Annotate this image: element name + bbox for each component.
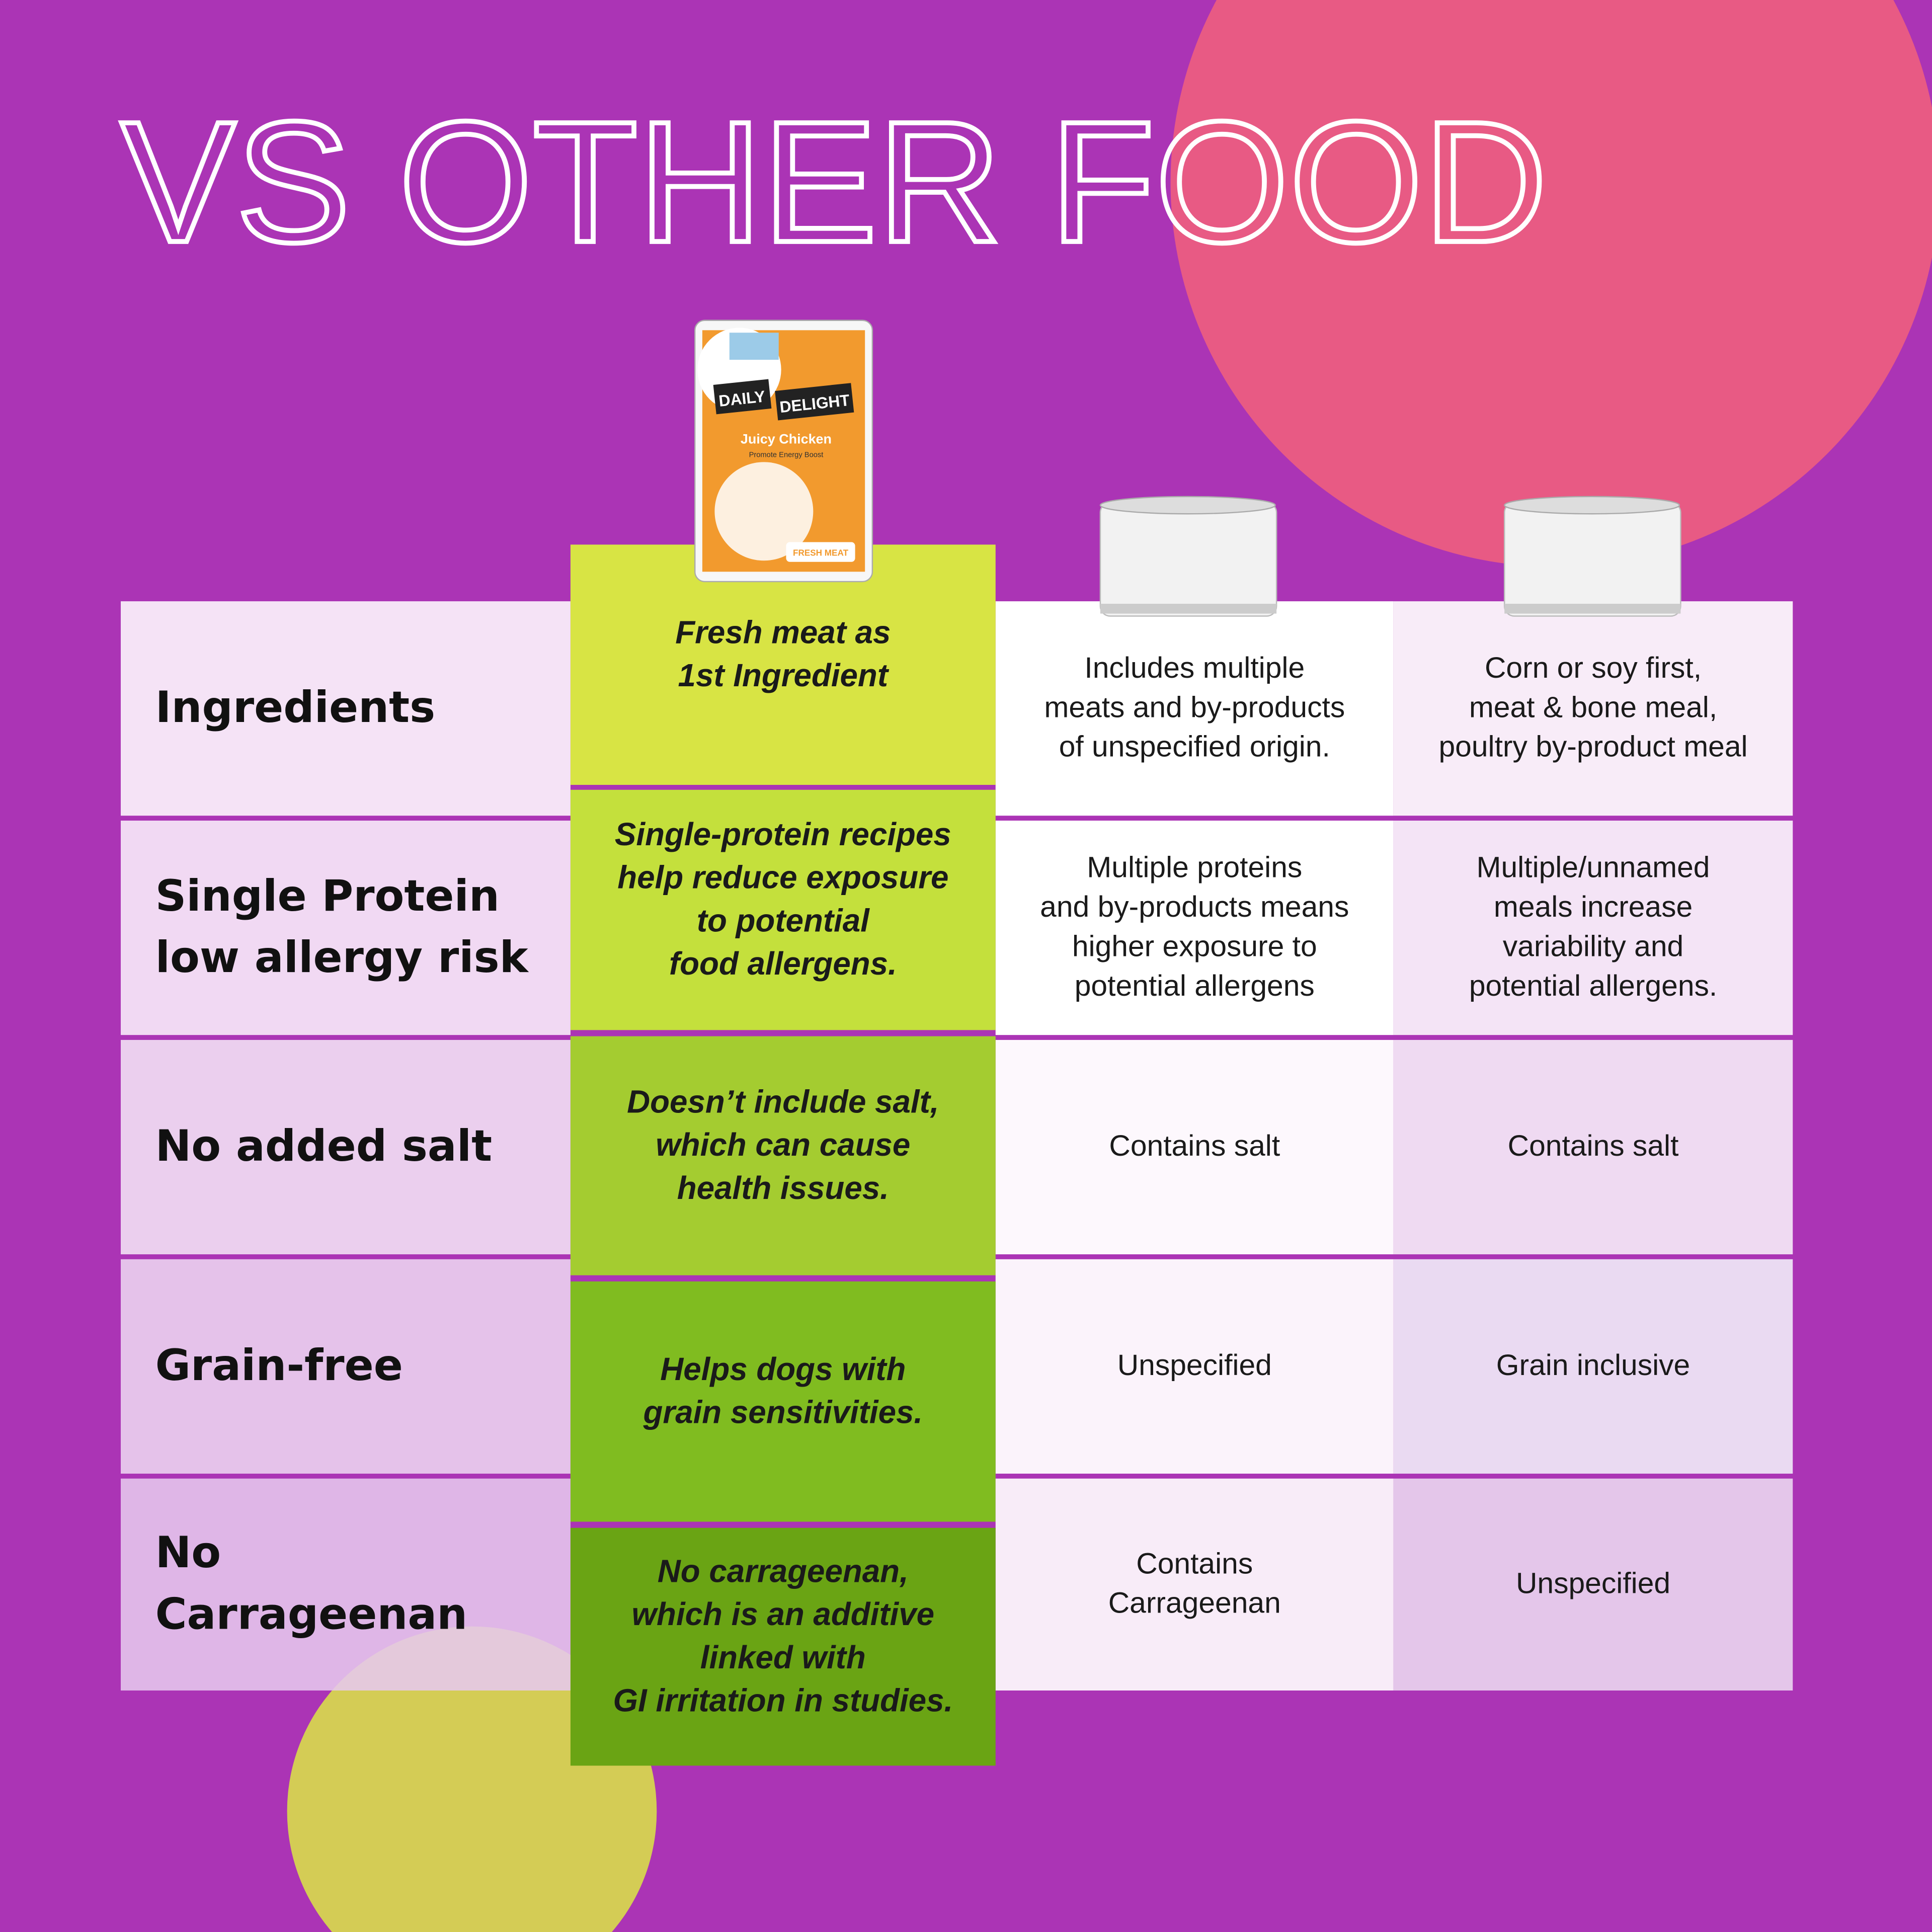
our-food-cell: Fresh meat as 1st Ingredient (570, 544, 996, 785)
row-label: Single Protein low allergy risk (121, 821, 571, 1035)
our-food-cell: Helps dogs with grain sensitivities. (570, 1281, 996, 1522)
row-label: Grain-free (121, 1259, 571, 1474)
other-food-cell: Unspecified (995, 1259, 1394, 1474)
title: VS OTHER FOOD (121, 86, 1548, 278)
our-food-cell: Single-protein recipes help reduce expos… (570, 789, 996, 1030)
our-food-cell: Doesn’t include salt, which can cause he… (570, 1036, 996, 1275)
other-food-cell: Includes multiple meats and by-products … (995, 601, 1394, 816)
other-food-cell: Multiple proteins and by-products means … (995, 821, 1394, 1035)
other-food-cell: Grain inclusive (1393, 1259, 1793, 1474)
other-food-cell: Unspecified (1393, 1478, 1793, 1691)
row-label: No Carrageenan (121, 1478, 571, 1691)
other-food-cell: Contains salt (995, 1039, 1394, 1255)
our-food-cell: No carrageenan, which is an additive lin… (570, 1527, 996, 1766)
row-label: Ingredients (121, 601, 571, 816)
other-food-cell: Multiple/unnamed meals increase variabil… (1393, 821, 1793, 1035)
other-food-cell: Corn or soy first, meat & bone meal, pou… (1393, 601, 1793, 816)
yellow-circle (287, 1626, 657, 1932)
other-food-cell: Contains salt (1393, 1039, 1793, 1255)
other-food-cell: Contains Carrageenan (995, 1478, 1394, 1691)
pink-circle (1170, 0, 1932, 567)
row-label: No added salt (121, 1039, 571, 1255)
